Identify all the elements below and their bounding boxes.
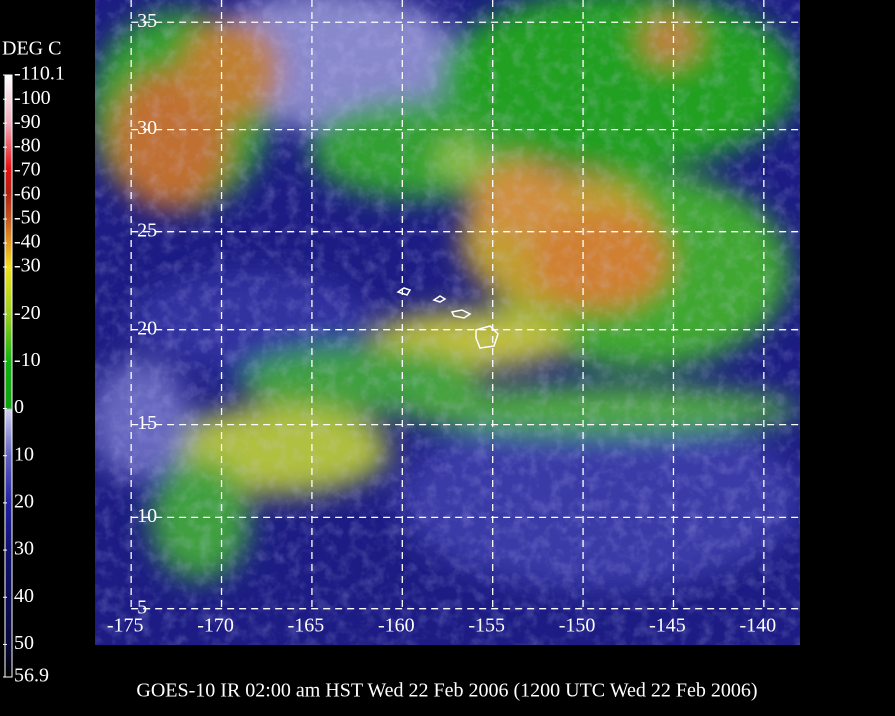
lon-label: -175 [107,615,144,637]
colorbar-label: -110.1 [14,63,65,85]
lon-label: -150 [559,615,596,637]
colorbar-label: -100 [14,87,51,109]
colorbar-label: 50 [14,632,34,654]
colorbar-label: -30 [14,255,41,277]
lon-label: -155 [468,615,505,637]
colorbar-label: 10 [14,443,34,465]
caption: GOES-10 IR 02:00 am HST Wed 22 Feb 2006 … [136,680,757,702]
lon-label: -165 [288,615,325,637]
lat-label: 5 [137,596,147,618]
colorbar-label: -10 [14,349,41,371]
colorbar [4,74,13,678]
satellite-image [95,0,800,645]
lat-label: 30 [137,117,157,139]
lat-label: 20 [137,317,157,339]
colorbar-label: -70 [14,159,41,181]
colorbar-label: -20 [14,302,41,324]
lat-label: 35 [137,10,157,32]
colorbar-label: 0 [14,396,24,418]
colorbar-label: -80 [14,135,41,157]
lat-label: 25 [137,219,157,241]
colorbar-label: -60 [14,183,41,205]
lat-label: 15 [137,412,157,434]
lon-label: -170 [197,615,234,637]
colorbar-label: -90 [14,111,41,133]
colorbar-label: 40 [14,585,34,607]
colorbar-label: 30 [14,538,34,560]
colorbar-label: -40 [14,231,41,253]
colorbar-label: -50 [14,207,41,229]
colorbar-title: DEG C [2,38,61,60]
colorbar-label: 56.9 [14,665,49,687]
lon-label: -145 [649,615,686,637]
lon-label: -140 [740,615,777,637]
lon-label: -160 [378,615,415,637]
colorbar-label: 20 [14,490,34,512]
lat-label: 10 [137,505,157,527]
